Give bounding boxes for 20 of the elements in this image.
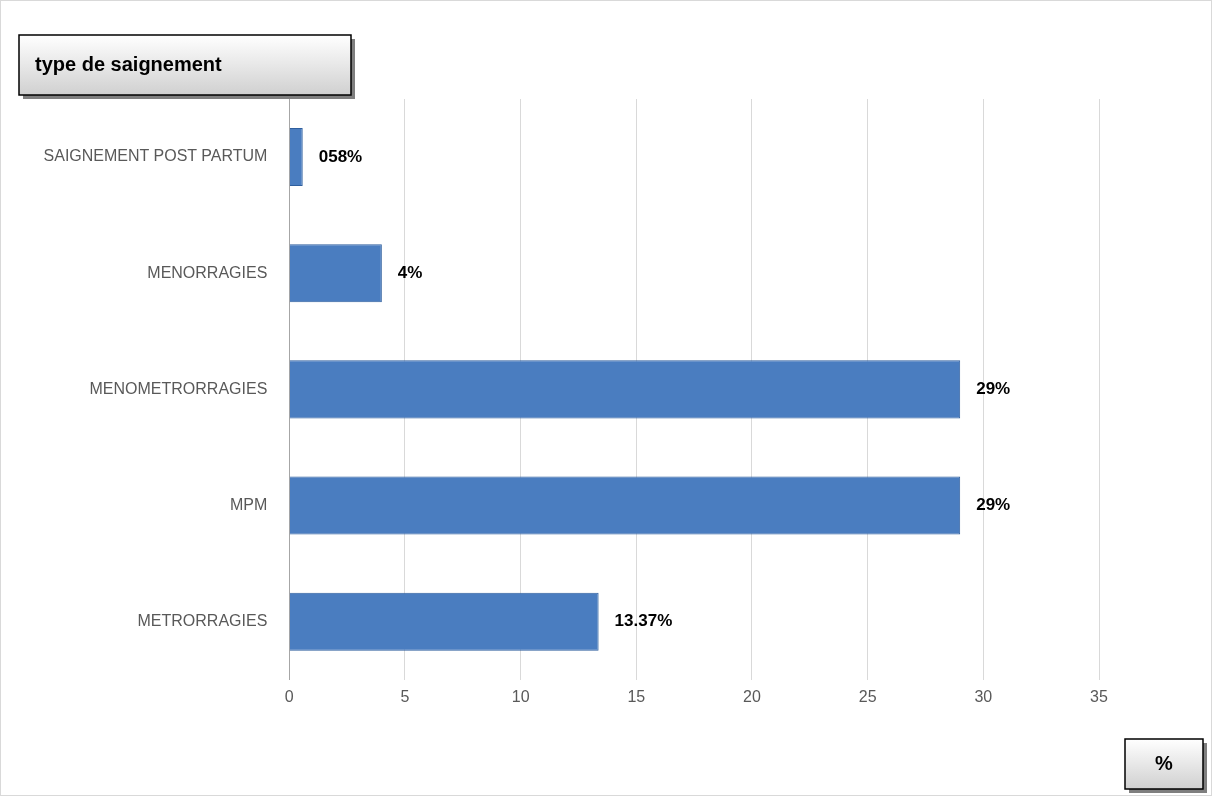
data-label: 4% [397, 262, 423, 282]
data-label: 058% [318, 146, 363, 166]
x-tick-label: 0 [284, 687, 294, 705]
x-tick-label: 5 [400, 687, 410, 705]
data-label: 29% [976, 495, 1011, 515]
x-tick-label: 25 [858, 687, 877, 705]
y-axis-title: type de saignement [35, 52, 223, 75]
y-tick-label: METRORRAGIES [137, 612, 268, 630]
x-axis-title: % [1155, 751, 1174, 774]
x-tick-label: 15 [627, 687, 646, 705]
y-tick-label: MENORRAGIES [147, 263, 268, 281]
y-tick-label: MPM [229, 495, 268, 513]
x-tick-label: 10 [511, 687, 530, 705]
y-tick-label: MENOMETRORRAGIES [89, 379, 268, 397]
x-tick-label: 35 [1090, 687, 1108, 705]
data-label: 13.37% [614, 611, 673, 631]
x-tick-label: 20 [743, 687, 761, 705]
data-label: 29% [976, 379, 1011, 399]
x-tick-label: 30 [974, 687, 993, 705]
y-tick-label: SAIGNEMENT POST PARTUM [43, 147, 268, 165]
